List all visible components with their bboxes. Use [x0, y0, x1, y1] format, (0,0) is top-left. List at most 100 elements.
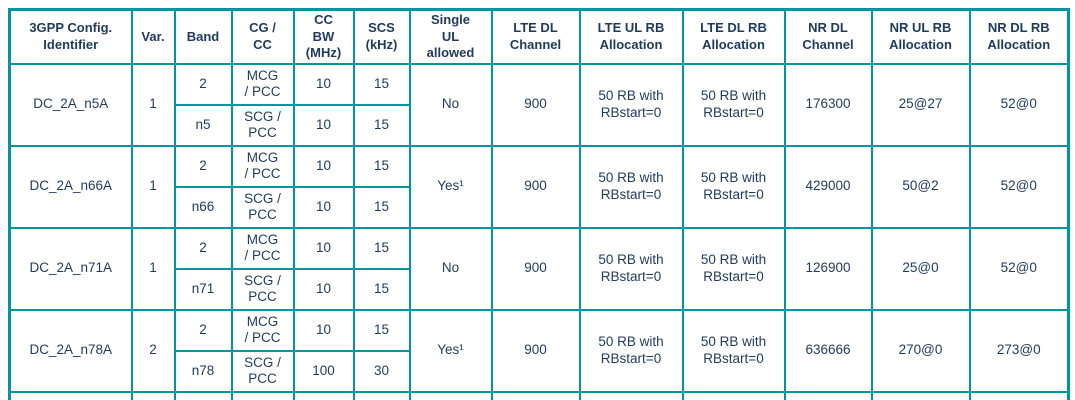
- column-header-single-ul: Single UL allowed: [408, 8, 493, 65]
- cell-cg-cc: SCG / PCC: [230, 185, 295, 229]
- cell-nr-dl-channel: 429000: [783, 144, 873, 229]
- column-header-nr-dl-channel: NR DL Channel: [783, 8, 873, 65]
- column-header-lte-dl-rb: LTE DL RB Allocation: [681, 8, 786, 65]
- column-header-nr-dl-rb: NR DL RB Allocation: [968, 8, 1070, 65]
- cell-cc-bw: 10: [292, 103, 355, 147]
- cell-lte-dl-channel: 900: [490, 144, 581, 229]
- header-row: 3GPP Config. Identifier Var. Band CG / C…: [8, 8, 1070, 65]
- cell-scs: 15: [352, 308, 411, 352]
- cell-band: n78: [173, 349, 233, 393]
- cell-band: 2: [173, 226, 233, 270]
- cell-lte-dl-channel: 900: [490, 62, 581, 147]
- cell-cc-bw: 100: [292, 349, 355, 393]
- cell-single-ul: Yes¹: [408, 308, 493, 393]
- cell-lte-dl-rb: 50 RB with RBstart=0: [681, 226, 786, 311]
- cell-band: n5: [173, 103, 233, 147]
- cell-config-identifier: DC_2A_n66A: [8, 144, 133, 229]
- cell-var: 1: [130, 226, 176, 311]
- cell-lte-dl-rb: 50 RB with RBstart=0: [681, 62, 786, 147]
- cell-empty: [408, 390, 493, 400]
- cell-cc-bw: 10: [292, 226, 355, 270]
- cell-band: n66: [173, 185, 233, 229]
- column-header-cg-cc: CG / CC: [230, 8, 295, 65]
- cell-scs: 15: [352, 226, 411, 270]
- cell-band: 2: [173, 308, 233, 352]
- cell-cc-bw: 10: [292, 185, 355, 229]
- cell-empty: [968, 390, 1070, 400]
- cell-cg-cc: MCG / PCC: [230, 308, 295, 352]
- cell-empty: [870, 390, 971, 400]
- cell-nr-ul-rb: 270@0: [870, 308, 971, 393]
- cell-nr-dl-rb: 273@0: [968, 308, 1070, 393]
- cell-cg-cc: SCG / PCC: [230, 349, 295, 393]
- cell-band: 2: [173, 62, 233, 106]
- cell-nr-dl-rb: 52@0: [968, 144, 1070, 229]
- cell-single-ul: Yes¹: [408, 144, 493, 229]
- cell-scs: 15: [352, 62, 411, 106]
- cell-nr-dl-rb: 52@0: [968, 226, 1070, 311]
- cell-var: 1: [130, 144, 176, 229]
- cell-nr-ul-rb: 25@27: [870, 62, 971, 147]
- cell-lte-dl-channel: 900: [490, 226, 581, 311]
- cell-config-identifier: DC_2A_n5A: [8, 62, 133, 147]
- cell-empty: [130, 390, 176, 400]
- column-header-band: Band: [173, 8, 233, 65]
- cell-single-ul: No: [408, 62, 493, 147]
- cell-lte-ul-rb: 50 RB with RBstart=0: [578, 144, 684, 229]
- table-row: n66 SCG / PCC 10 15: [10, 185, 1069, 229]
- cell-cg-cc: SCG / PCC: [230, 103, 295, 147]
- cell-scs: 15: [352, 185, 411, 229]
- table-row: DC_2A_n78A 2 2 MCG / PCC 10 15 Yes¹ 900 …: [8, 308, 1070, 393]
- cell-empty: [783, 390, 873, 400]
- column-header-config-identifier: 3GPP Config. Identifier: [8, 8, 133, 65]
- table-row: n71 SCG / PCC 10 15: [10, 267, 1069, 311]
- cell-cg-cc: MCG / PCC: [230, 144, 295, 188]
- cell-nr-dl-channel: 176300: [783, 62, 873, 147]
- cell-cg-cc: MCG / PCC: [230, 226, 295, 270]
- cell-lte-dl-rb: 50 RB with RBstart=0: [681, 144, 786, 229]
- cell-lte-ul-rb: 50 RB with RBstart=0: [578, 226, 684, 311]
- cell-nr-ul-rb: 25@0: [870, 226, 971, 311]
- cell-lte-dl-channel: 900: [490, 308, 581, 393]
- cell-empty: [8, 390, 133, 400]
- cell-cg-cc: SCG / PCC: [230, 267, 295, 311]
- cell-lte-dl-rb: 50 RB with RBstart=0: [681, 308, 786, 393]
- cell-scs: 15: [352, 103, 411, 147]
- cell-scs: 30: [352, 349, 411, 393]
- cell-scs: 15: [352, 267, 411, 311]
- cell-cc-bw: 10: [292, 267, 355, 311]
- column-header-scs: SCS (kHz): [352, 8, 411, 65]
- cell-nr-dl-channel: 636666: [783, 308, 873, 393]
- column-header-lte-ul-rb: LTE UL RB Allocation: [578, 8, 684, 65]
- cell-empty: [292, 390, 355, 400]
- cell-nr-dl-rb: 52@0: [968, 62, 1070, 147]
- cell-lte-ul-rb: 50 RB with RBstart=0: [578, 308, 684, 393]
- cell-empty: [681, 390, 786, 400]
- table-row-partial: [8, 390, 1070, 400]
- cell-cc-bw: 10: [292, 62, 355, 106]
- cell-band: n71: [173, 267, 233, 311]
- cell-var: 1: [130, 62, 176, 147]
- cell-band: 2: [173, 144, 233, 188]
- cell-config-identifier: DC_2A_n71A: [8, 226, 133, 311]
- cell-cg-cc: MCG / PCC: [230, 62, 295, 106]
- cell-nr-ul-rb: 50@2: [870, 144, 971, 229]
- cell-single-ul: No: [408, 226, 493, 311]
- cell-lte-ul-rb: 50 RB with RBstart=0: [578, 62, 684, 147]
- column-header-var: Var.: [130, 8, 176, 65]
- cell-nr-dl-channel: 126900: [783, 226, 873, 311]
- cell-empty: [173, 390, 233, 400]
- table-row: DC_2A_n71A 1 2 MCG / PCC 10 15 No 900 50…: [8, 226, 1070, 311]
- cell-config-identifier: DC_2A_n78A: [8, 308, 133, 393]
- cell-cc-bw: 10: [292, 144, 355, 188]
- column-header-lte-dl-channel: LTE DL Channel: [490, 8, 581, 65]
- dc-config-table: 3GPP Config. Identifier Var. Band CG / C…: [8, 8, 1070, 400]
- column-header-nr-ul-rb: NR UL RB Allocation: [870, 8, 971, 65]
- table-row: DC_2A_n5A 1 2 MCG / PCC 10 15 No 900 50 …: [8, 62, 1070, 147]
- table-row: DC_2A_n66A 1 2 MCG / PCC 10 15 Yes¹ 900 …: [8, 144, 1070, 229]
- cell-empty: [490, 390, 581, 400]
- cell-empty: [230, 390, 295, 400]
- table-row: n78 SCG / PCC 100 30: [10, 349, 1069, 393]
- cell-scs: 15: [352, 144, 411, 188]
